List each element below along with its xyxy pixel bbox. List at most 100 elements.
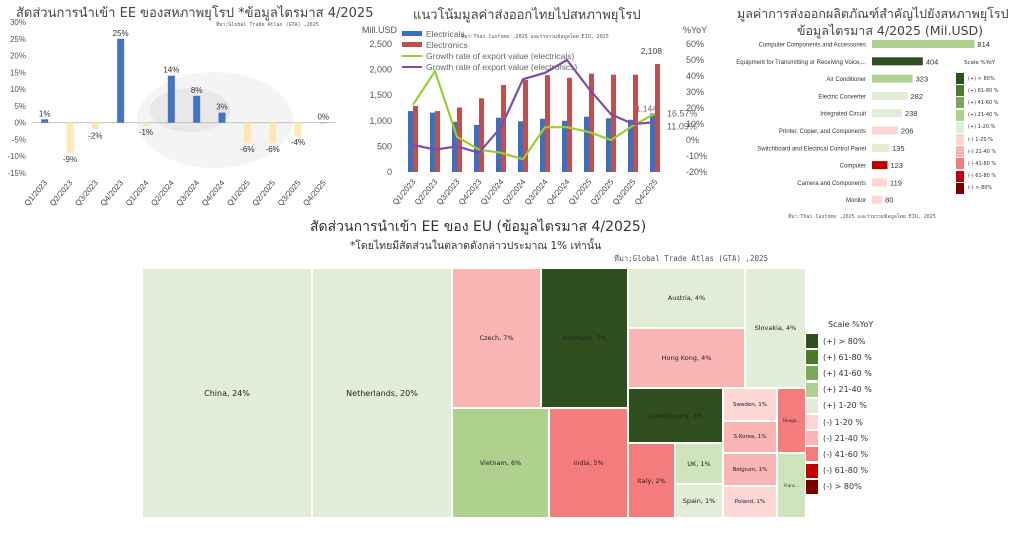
small-scale-label: (-) 41-60 % [968,160,997,167]
category-label: Equipment for Transmitting or Receiving … [736,60,866,66]
treemap-cell-italy: Italy, 2% [628,443,675,518]
bar-Q1/2023 [41,119,49,123]
scale-swatch [806,382,818,397]
hbar-2 [872,74,913,83]
treemap-cell-china: China, 24% [142,268,312,518]
data-label: -1% [139,128,153,137]
scale-label: (+) 21-40 % [823,385,872,395]
legend-label: Growth rate of export value (electricals… [426,51,575,61]
label-growth-electricals-last: 16.57% [667,108,698,118]
y-right-tick: 60% [686,39,704,49]
scale-label: (-) 41-60 % [823,449,869,459]
y-tick-label: -10% [7,152,26,161]
treemap-cell-label: S.Korea, 1% [733,434,767,440]
x-tick-label: Q1/2023 [23,178,50,208]
small-scale-swatch [956,146,964,158]
x-tick-label: Q4/2025 [633,177,660,207]
treemap-cell-label: Germany, 7% [562,334,607,342]
middle-chart-source: ที่มา:Thai Customs ,2025 และรวบรวมข้อมูล… [461,34,609,40]
value-label: 404 [926,57,939,66]
y-left-tick: 500 [377,141,392,151]
legend-label: Electricals [426,29,465,39]
scale-item: (+) 41-60 % [806,366,872,381]
x-tick-label: Q3/2025 [276,178,303,208]
y-right-tick: 20% [686,103,704,113]
treemap-cell-label: Luxembourg, 3% [648,411,703,420]
scale-swatch [806,463,818,478]
treemap-cell-label: Sweden, 1% [733,401,767,408]
bar-Q4/2025 [319,122,327,124]
value-label: 323 [916,75,929,84]
small-scale-item: (-) 61-80 % [956,170,996,182]
small-scale-label: (+) 21-40 % [968,112,999,119]
scale-label: (+) 61-80 % [823,352,872,362]
treemap-cell-label: Austria, 4% [667,294,706,302]
value-label: 135 [892,144,905,153]
treemap-cell-label: Slovakia, 4% [754,324,797,332]
bar-Q3/2025 [294,122,302,137]
bar-electronics-Q2/2025 [611,74,616,172]
y-tick-label: 0% [14,119,26,128]
bar-electronics-Q2/2023 [435,111,440,172]
y-tick-label: 5% [14,102,26,111]
treemap-cell-s-korea: S.Korea, 1% [723,421,777,453]
scale-swatch [806,431,818,446]
treemap-cell-uk: UK, 1% [675,443,723,484]
small-scale-legend: Scale %YoY (+) > 80% (+) 61-80 % (+) 41-60… [956,60,1022,200]
hbar-4 [872,109,902,118]
bar-electricals-Q2/2024 [518,121,523,172]
bar-electricals-Q4/2025 [650,113,655,172]
hbar-6 [872,143,889,152]
bar-Q1/2025 [243,122,251,143]
scale-label: (-) 61-80 % [823,466,869,476]
scale-swatch [806,415,818,429]
treemap-cell-label: Italy, 2% [637,476,666,485]
bar-electronics-Q3/2023 [457,107,462,172]
scale-swatch [806,479,818,494]
y-right-tick: 30% [686,87,704,97]
y-left-tick: 0 [387,167,392,177]
treemap-cell-poland: Poland, 1% [723,486,777,518]
bar-Q4/2024 [218,112,226,123]
y-left-tick: 1,000 [369,116,392,126]
x-tick-label: Q4/2023 [99,178,126,208]
bar-Q2/2023 [66,122,74,153]
treemap-cell-label: India, 5% [573,459,604,467]
scale-label: (-) > 80% [823,482,862,492]
hbar-1 [872,57,923,66]
y-tick-label: -15% [7,169,26,178]
hbar-8 [872,178,887,187]
scale-label: (+) 1-20 % [823,401,867,411]
bar-electronics-Q1/2025 [589,73,594,172]
small-scale-swatch [956,85,964,97]
data-label: 3% [216,103,228,112]
scale-swatch [806,398,818,413]
x-tick-label: Q1/2024 [124,178,151,208]
legend-swatch [402,31,422,36]
bar-electricals-Q1/2024 [496,117,501,172]
treemap-cell-spain: Spain, 1% [675,484,723,518]
left-chart-source: ที่มา;Global Trade Atlas (GTA) ,2025 [216,22,319,28]
bar-electricals-Q3/2024 [540,118,545,172]
x-tick-label: Q2/2023 [48,178,75,208]
bar-electricals-Q4/2024 [562,120,567,172]
bar-electricals-Q1/2023 [408,111,413,172]
y-right-tick: 10% [686,119,704,129]
middle-chart-title: แนวโน้มมูลค่าส่งออกไทยไปสหภาพยุโรป [413,8,641,23]
treemap-cell-hunga-: Hunga... [777,388,806,453]
small-scale-swatch [956,73,964,84]
value-label: 238 [905,109,918,118]
bar-Q2/2024 [167,75,175,123]
bar-Q2/2025 [269,122,277,143]
hbar-9 [872,195,883,204]
scale-item: (-) > 80% [806,479,862,494]
treemap-cell-label: China, 24% [204,388,250,398]
x-tick-label: Q4/2025 [301,178,328,208]
category-label: Switchboard and Electrical Control Panel [757,146,866,152]
scale-swatch [806,447,818,462]
small-scale-item: (-) 41-60 % [956,158,997,170]
data-label: -9% [63,155,77,164]
middle-combo-chart: Mill.USD %YoY 2,500 2,000 1,500 1,000 500 0 60% 5… [362,25,707,207]
treemap-cell-label: Poland, 1% [734,499,766,505]
bar-electricals-Q2/2023 [430,112,435,172]
